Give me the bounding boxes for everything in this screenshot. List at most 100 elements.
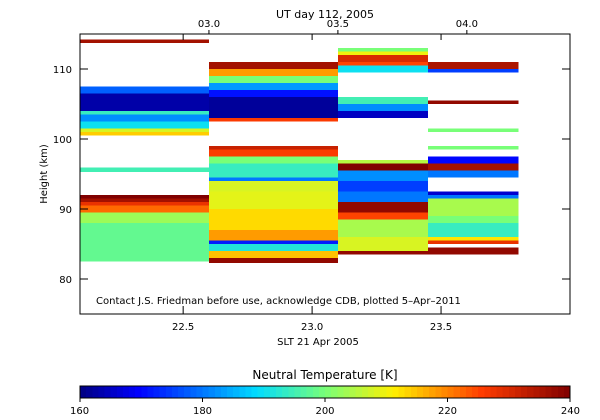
colorbar-segment <box>257 386 265 398</box>
y-tick-label: 110 <box>53 65 72 76</box>
colorbar-segment <box>361 386 369 398</box>
heatmap-cell <box>428 146 519 150</box>
colorbar-segment <box>551 386 559 398</box>
heatmap-cell <box>428 198 519 216</box>
heatmap-cell <box>337 111 429 118</box>
colorbar-segment <box>521 386 528 398</box>
colorbar-segment <box>288 386 295 398</box>
heatmap-cell <box>337 219 429 237</box>
heatmap-cell <box>80 132 209 136</box>
heatmap-cell <box>80 93 209 111</box>
colorbar-segment <box>318 386 326 398</box>
colorbar-segment <box>306 386 314 398</box>
heatmap-cell <box>208 62 338 69</box>
colorbar-segment <box>490 386 498 398</box>
heatmap-cell <box>428 128 519 132</box>
heatmap-cell <box>337 160 429 164</box>
heatmap-cell <box>428 191 519 195</box>
heatmap-cell <box>337 181 429 192</box>
colorbar-tick-label: 200 <box>315 406 334 417</box>
heatmap-cell <box>208 146 338 150</box>
heatmap-cell <box>337 104 429 111</box>
colorbar-segment <box>331 386 338 398</box>
heatmap-cell <box>337 51 429 55</box>
colorbar-segment <box>447 386 455 398</box>
colorbar-segment <box>398 386 406 398</box>
heatmap-cell <box>208 118 338 122</box>
colorbar-segment <box>190 386 197 398</box>
heatmap-cell <box>80 86 209 94</box>
colorbar-segment <box>423 386 430 398</box>
heatmap-cell <box>428 69 519 73</box>
heatmap-cell <box>428 240 519 244</box>
heatmap-cell <box>428 156 519 164</box>
heatmap-cell <box>208 251 338 258</box>
heatmap-cell <box>428 100 519 104</box>
colorbar-segment <box>429 386 436 398</box>
heatmap-cell <box>80 212 209 223</box>
colorbar-segment <box>92 386 99 398</box>
colorbar-segment <box>545 386 553 398</box>
colorbar-segment <box>435 386 442 398</box>
colorbar-segment <box>478 386 485 398</box>
colorbar-segment <box>355 386 363 398</box>
colorbar-segment <box>533 386 540 398</box>
heatmap-cell <box>428 170 519 178</box>
colorbar-tick-label: 240 <box>561 406 580 417</box>
plot-frame <box>79 33 571 315</box>
heatmap-cell <box>208 149 338 157</box>
heatmap-cell <box>208 69 338 76</box>
colorbar-segment <box>104 386 112 398</box>
colorbar-segment <box>282 386 289 398</box>
colorbar-segment <box>465 386 473 398</box>
colorbar-segment <box>557 386 565 398</box>
colorbar-label: Neutral Temperature [K] <box>252 368 397 382</box>
colorbar-segment <box>239 386 246 398</box>
colorbar-segment <box>116 386 124 398</box>
colorbar-segment <box>251 386 259 398</box>
colorbar-segment <box>122 386 130 398</box>
colorbar-segment <box>153 386 161 398</box>
x-tick-label: 22.5 <box>172 322 194 333</box>
colorbar-segment <box>386 386 393 398</box>
top-tick-label: 03.0 <box>198 19 220 30</box>
top-tick-label: 04.0 <box>456 19 478 30</box>
colorbar-segment <box>178 386 185 398</box>
colorbar-tick-label: 180 <box>193 406 212 417</box>
colorbar-segment <box>129 386 136 398</box>
colorbar-segment <box>227 386 234 398</box>
colorbar-segment <box>220 386 228 398</box>
colorbar: 160 180 200 220 240 <box>70 386 580 417</box>
colorbar-segment <box>343 386 351 398</box>
colorbar-segment <box>453 386 461 398</box>
heatmap-cell <box>337 62 429 66</box>
heatmap-cell <box>337 237 429 251</box>
heatmap-cell <box>428 216 519 223</box>
heatmap-cell <box>337 251 429 255</box>
colorbar-segment <box>208 386 216 398</box>
heatmap-cell <box>208 83 338 90</box>
y-tick-label: 100 <box>53 135 72 146</box>
colorbar-segment <box>202 386 210 398</box>
top-tick-label: 03.5 <box>327 19 349 30</box>
colorbar-segment <box>300 386 308 398</box>
heatmap-cell <box>208 244 338 251</box>
colorbar-segment <box>294 386 302 398</box>
colorbar-segment <box>98 386 106 398</box>
colorbar-segment <box>171 386 179 398</box>
y-axis-label: Height (km) <box>39 144 50 204</box>
heatmap-cell <box>208 177 338 181</box>
heatmap-cell <box>337 48 429 52</box>
heatmap-cell <box>208 191 338 209</box>
heatmap-cell <box>337 65 429 73</box>
colorbar-segment <box>514 386 522 398</box>
y-tick-label: 90 <box>59 205 72 216</box>
heatmap-cell <box>428 223 519 237</box>
colorbar-segment <box>276 386 283 398</box>
heatmap-cell <box>80 39 209 44</box>
heatmap-cell <box>208 258 338 263</box>
colorbar-segment <box>165 386 173 398</box>
y-tick-label: 80 <box>59 275 72 286</box>
heatmap-cell <box>337 170 429 181</box>
